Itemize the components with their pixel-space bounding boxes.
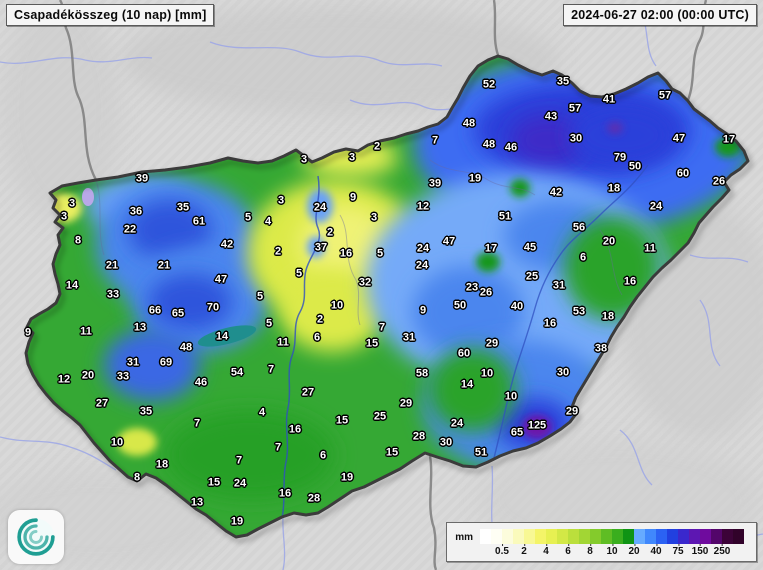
lake-balaton [197,325,257,347]
legend-color-cell [667,529,678,544]
legend-ticks: 0.5 2 4 6 8 10 20 40 75 150 250 [480,544,744,557]
legend-color-cell [722,529,733,544]
legend-color-cell [502,529,513,544]
legend-color-cell [711,529,722,544]
map-title: Csapadékösszeg (10 nap) [mm] [6,4,215,26]
legend-tick-label: 6 [565,544,571,557]
legend-tick-label: 20 [628,544,640,557]
legend-tick-label: 75 [672,544,684,557]
legend-colorbar [480,529,744,544]
legend-color-cell [513,529,524,544]
legend-color-cell [645,529,656,544]
met-service-logo [8,510,64,564]
legend-tick-label: 150 [691,544,709,557]
legend-tick-label: 40 [650,544,662,557]
minor-lines [95,159,623,326]
legend-color-cell [480,529,491,544]
legend: mm 0.5 2 4 6 8 10 20 40 75 150 250 [446,522,757,562]
legend-color-cell [546,529,557,544]
legend-tick-label: 0.5 [495,544,509,557]
spiral-icon [17,518,55,556]
legend-color-cell [579,529,590,544]
hungary-border [24,54,750,539]
legend-tick-label: 8 [587,544,593,557]
legend-color-cell [689,529,700,544]
legend-tick-label: 10 [606,544,618,557]
legend-color-cell [678,529,689,544]
tisza-river [491,164,649,467]
legend-color-cell [623,529,634,544]
legend-color-cell [590,529,601,544]
legend-color-cell [601,529,612,544]
legend-color-cell [733,529,744,544]
timestamp: 2024-06-27 02:00 (00:00 UTC) [563,4,757,26]
legend-tick-label: 250 [713,544,731,557]
legend-color-cell [491,529,502,544]
lake-ferto [82,188,94,206]
legend-tick-label: 4 [543,544,549,557]
legend-color-cell [656,529,667,544]
legend-color-cell [612,529,623,544]
legend-unit-label: mm [455,532,473,543]
legend-color-cell [634,529,645,544]
legend-color-cell [524,529,535,544]
danube-river [281,175,321,519]
legend-tick-label: 2 [521,544,527,557]
legend-color-cell [568,529,579,544]
legend-color-cell [535,529,546,544]
legend-color-cell [700,529,711,544]
legend-color-cell [557,529,568,544]
